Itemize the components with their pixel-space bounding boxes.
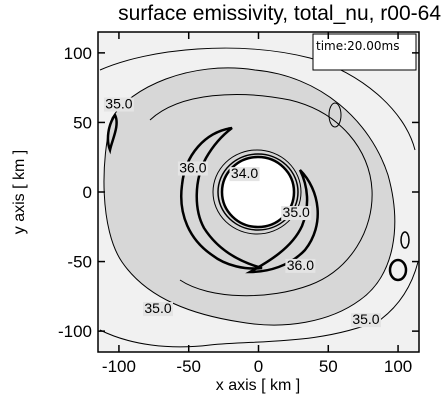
contour-label: 35.0 (144, 300, 171, 316)
x-tick-label: 100 (384, 357, 412, 376)
contour-label-bg (350, 313, 381, 328)
axis-ticks: -100 -50 0 50 100 -100 -50 0 50 100 (58, 32, 419, 376)
x-tick-label: -50 (176, 357, 201, 376)
contour-inner-ring (217, 153, 299, 231)
contour-label-bg (285, 258, 316, 273)
contour-label-bg (103, 97, 134, 112)
contour-label: 34.0 (231, 165, 258, 181)
x-tick-label: 0 (254, 357, 263, 376)
contour-label: 36.0 (287, 257, 314, 273)
y-tick-label: 0 (83, 183, 92, 202)
contour-small-3 (400, 231, 410, 249)
contour-label: 35.0 (283, 204, 310, 220)
contour-labels: 35.0 36.0 34.0 35.0 36.0 35.0 35.0 (103, 96, 381, 328)
y-axis-label: y axis [ km ] (11, 150, 28, 234)
x-tick-label: -100 (102, 357, 136, 376)
contour-small-4 (328, 102, 342, 128)
y-tick-label: 100 (64, 44, 92, 63)
chart-title: surface emissivity, total_nu, r00-64 (118, 2, 441, 25)
y-tick-label: -100 (58, 322, 92, 341)
contour-small-2 (388, 258, 408, 282)
contour-label-bg (143, 302, 174, 317)
contour-34-ring (212, 149, 302, 235)
time-stamp: time:20.00ms (316, 39, 399, 53)
contour-label: 36.0 (179, 160, 206, 176)
contour-label: 35.0 (105, 96, 132, 112)
y-tick-label: -50 (67, 253, 92, 272)
x-axis-label: x axis [ km ] (216, 377, 300, 394)
contour-35-outer (99, 47, 419, 348)
contour-label-bg (229, 167, 260, 182)
y-tick-label: 50 (73, 113, 92, 132)
contour-35-mid (149, 94, 373, 297)
contour-36-arc-left (180, 126, 263, 270)
contour-label: 35.0 (352, 311, 379, 327)
contour-small-1 (106, 112, 118, 155)
time-box (312, 33, 417, 71)
x-tick-label: 50 (319, 357, 338, 376)
contour-label-bg (177, 161, 208, 176)
contour-label-bg (281, 206, 312, 221)
